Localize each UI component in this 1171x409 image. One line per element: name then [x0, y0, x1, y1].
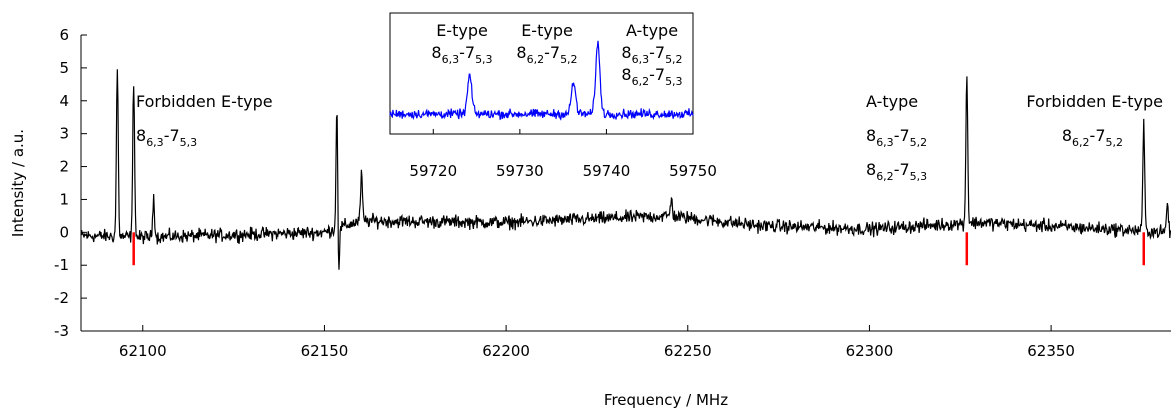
inset-annotation-line: 86,2​-75,2​: [516, 43, 577, 66]
inset-annotations: E-type 86,3​-75,3​ E-type 86,2​-75,2​ A-type…: [431, 21, 682, 88]
inset-spectrum-series: [389, 40, 694, 121]
inset-annotation-line: E-type: [436, 21, 488, 40]
y-tick-label: -3: [54, 322, 69, 340]
y-tick-label: -1: [54, 256, 69, 274]
x-tick-label: 62150: [301, 342, 349, 360]
y-tick-label: 6: [59, 26, 69, 44]
inset-annotation-line: E-type: [521, 21, 573, 40]
x-tick-label: 62300: [846, 342, 894, 360]
y-tick-label: 1: [59, 190, 69, 208]
inset-x-tick-label: 59720: [409, 162, 457, 180]
main-annotation-line: 86,3​-75,2​: [866, 126, 927, 149]
x-tick-label: 62100: [119, 342, 167, 360]
inset-annotation-line: 86,3​-75,3​: [431, 43, 492, 66]
inset-annotation-line: 86,3​-75,2​: [621, 43, 682, 66]
inset-annotation-line: A-type: [626, 21, 678, 40]
y-tick-label: -2: [54, 289, 69, 307]
y-tick-label: 5: [59, 59, 69, 77]
y-tick-label: 2: [59, 158, 69, 176]
inset-x-tick-label: 59750: [669, 162, 717, 180]
main-annotation-line: 86,3​-75,3​: [136, 126, 197, 149]
inset-x-tick-label: 59730: [496, 162, 544, 180]
main-annotation-line: 86,2​-75,2​: [1062, 126, 1123, 149]
y-tick-label: 3: [59, 125, 69, 143]
main-annotation-line: 86,2​-75,3​: [866, 160, 927, 183]
x-tick-label: 62350: [1027, 342, 1075, 360]
main-annotation-line: Forbidden E-type: [1026, 92, 1163, 111]
x-axis-title: Frequency / MHz: [604, 391, 728, 409]
x-tick-label: 62250: [664, 342, 712, 360]
y-tick-label: 4: [59, 92, 69, 110]
inset-x-tick-label: 59740: [583, 162, 631, 180]
y-tick-label: 0: [59, 223, 69, 241]
main-spectrum-series: [80, 69, 1171, 270]
main-axes: -3 -2 -1 0 1 2 3 4 5 6 62100 62150 62200 62250 62300 62…: [9, 26, 1171, 409]
inset-axes: 59720 59730 59740 59750: [409, 129, 717, 180]
main-annotations: Forbidden E-type 86,3​-75,3​ A-type 86,3​-7…: [136, 92, 1163, 183]
transition-markers: [132, 232, 1145, 266]
y-axis-title: Intensity / a.u.: [9, 129, 27, 237]
inset-annotation-line: 86,2​-75,3​: [621, 65, 682, 88]
x-tick-label: 62200: [482, 342, 530, 360]
inset-spectrum-line: [389, 40, 694, 121]
main-annotation-line: Forbidden E-type: [136, 92, 273, 111]
main-annotation-line: A-type: [866, 92, 918, 111]
main-spectrum-line: [80, 69, 1171, 270]
